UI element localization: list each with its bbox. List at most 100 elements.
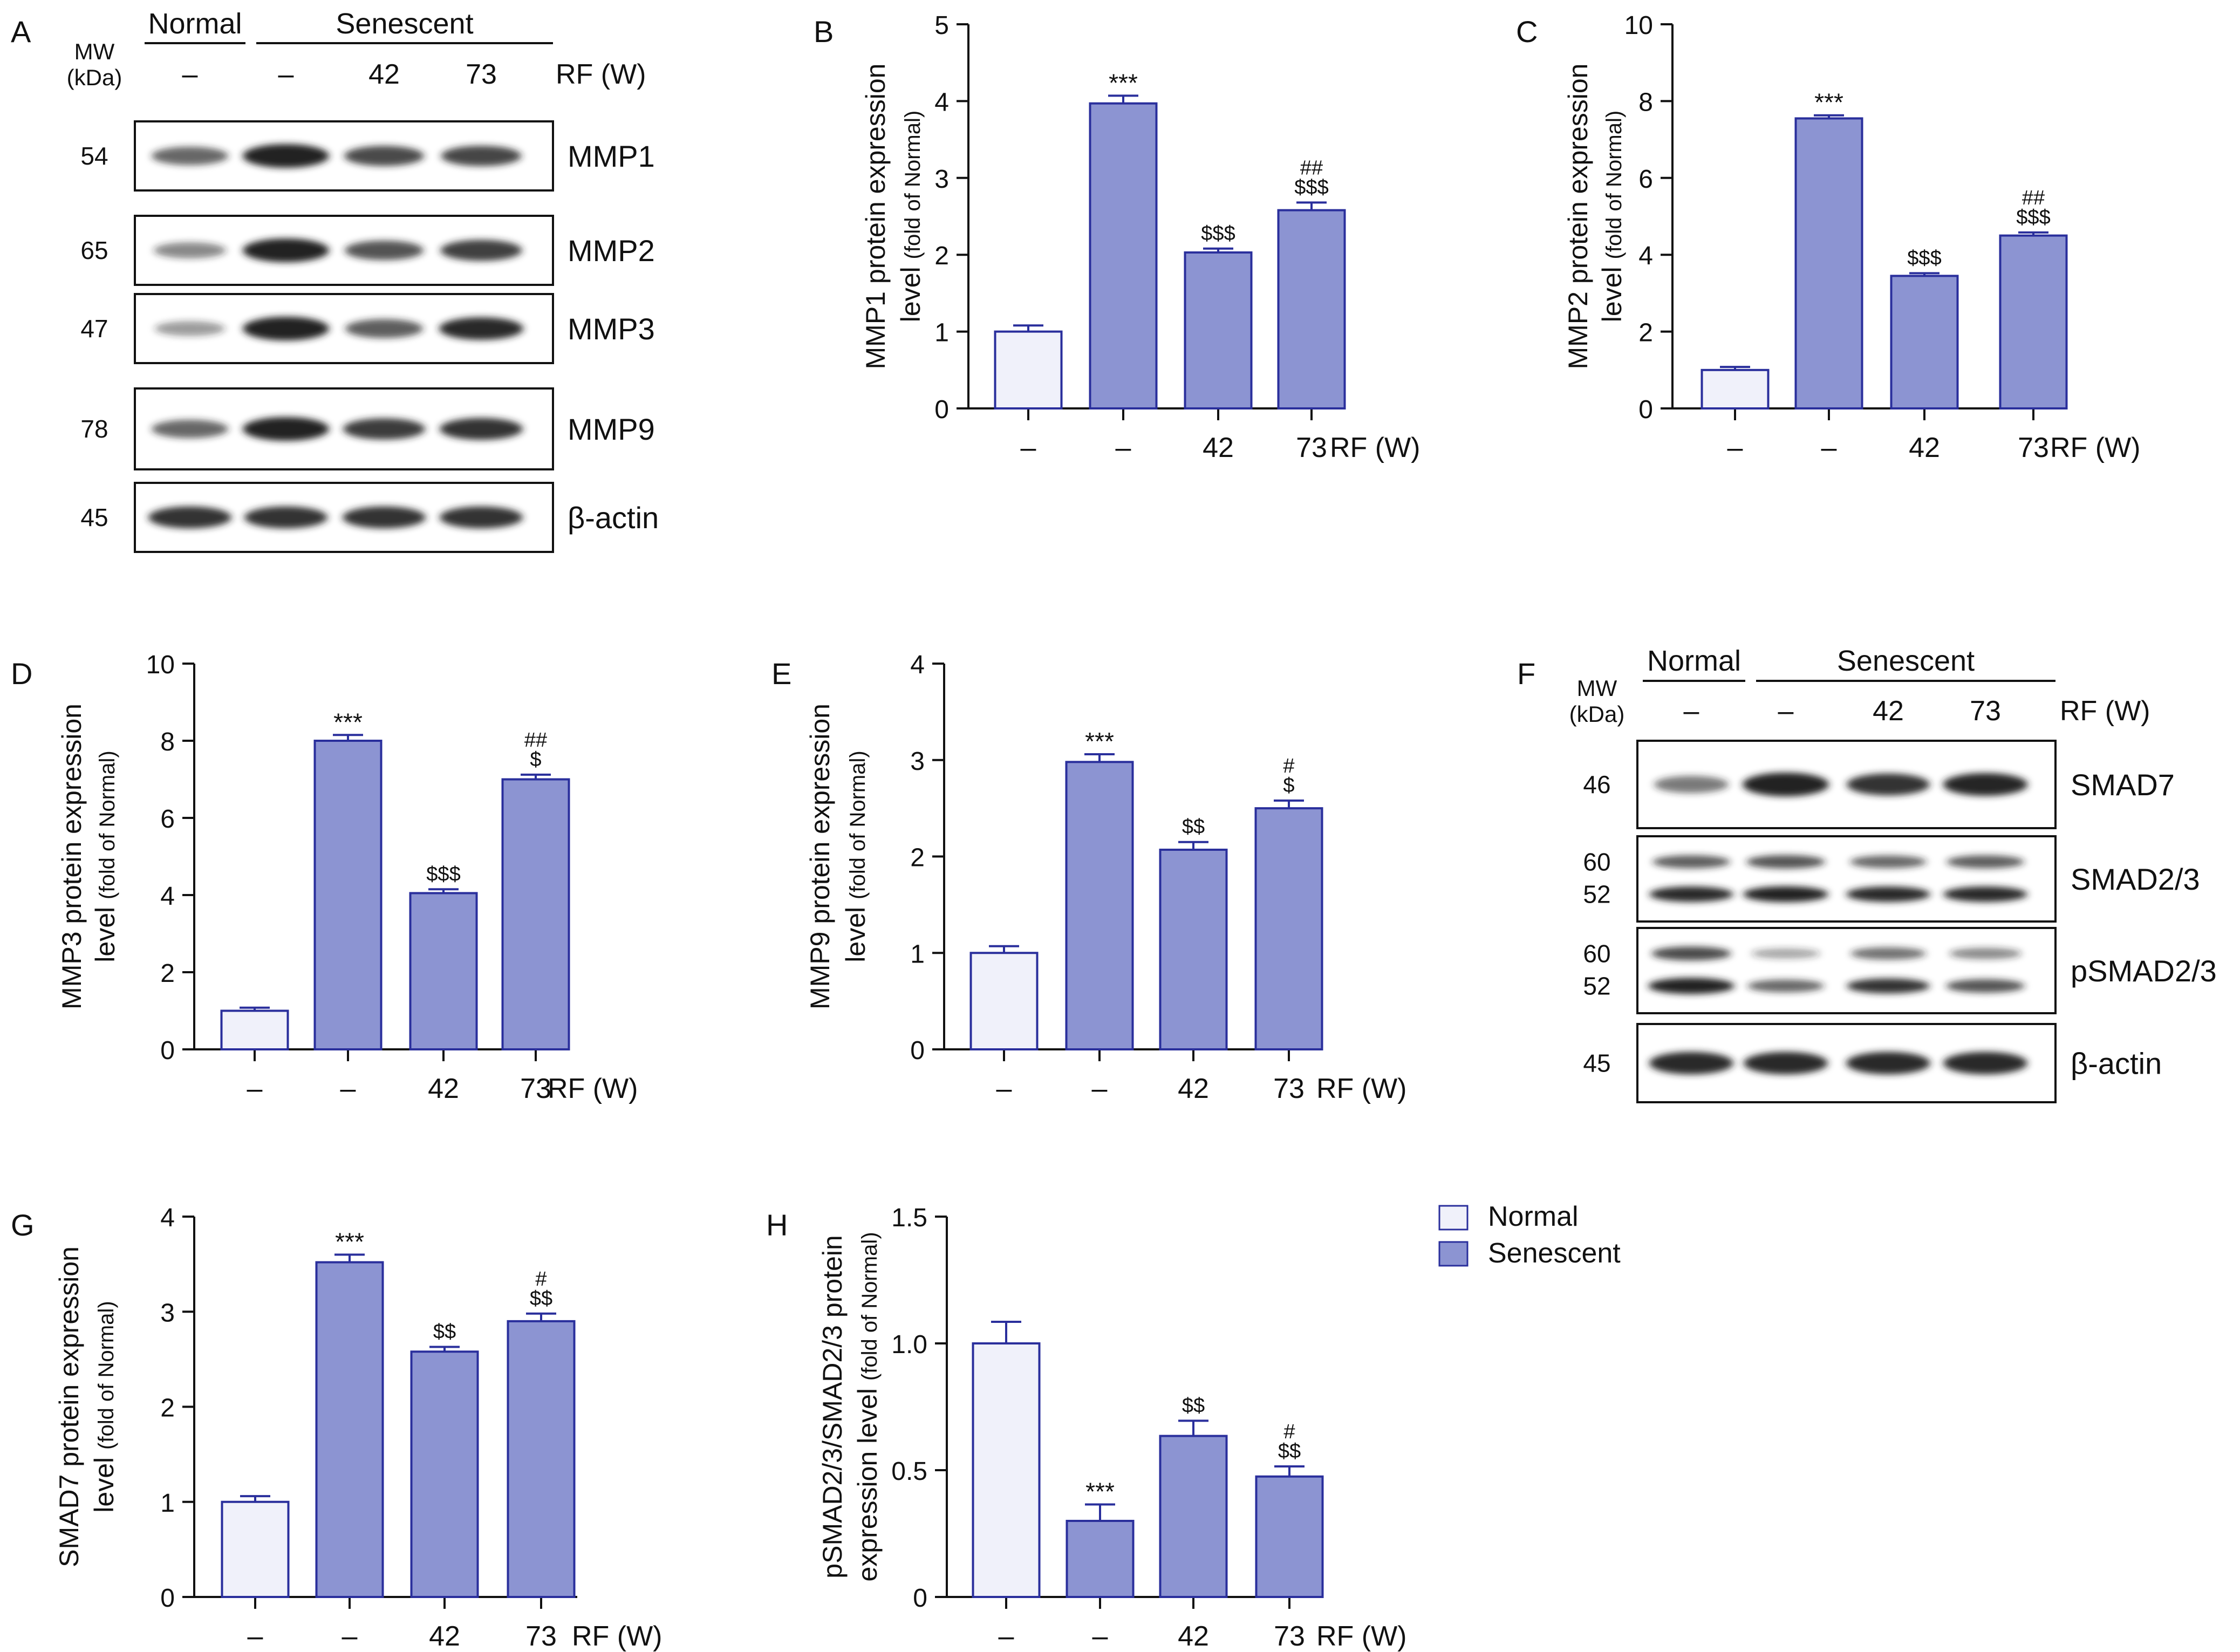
- blot-f-band: [1946, 979, 2025, 993]
- chart-c-y-tick-label: 0: [1638, 395, 1653, 424]
- chart-g-y-tick-label: 0: [160, 1584, 175, 1613]
- chart-c-y-tick-label: 6: [1638, 165, 1653, 194]
- blot-a-band: [155, 321, 225, 336]
- blot-f-band: [1743, 773, 1829, 796]
- chart-h-y-label-line2: expression level (fold of Normal): [852, 1232, 883, 1581]
- blot-a-rf-label: RF (W): [556, 59, 646, 90]
- chart-b-y-tick-label: 3: [934, 165, 949, 194]
- chart-e-y-label-small: (fold of Normal): [846, 750, 870, 899]
- chart-g-significance-label: $$: [433, 1320, 456, 1343]
- chart-b-y-label: MMP1 protein expression: [861, 64, 891, 370]
- chart-d-rf-label: RF (W): [548, 1073, 638, 1104]
- chart-e-y-tick-label: 0: [910, 1036, 925, 1065]
- legend-label-senescent: Senescent: [1488, 1238, 1621, 1269]
- chart-c-y-tick-label: 2: [1638, 319, 1653, 347]
- blot-a-band: [343, 506, 426, 529]
- chart-h-bar: [1066, 1520, 1135, 1598]
- chart-g-x-tick-label: –: [342, 1621, 358, 1652]
- chart-d-bar: [409, 892, 478, 1051]
- chart-c-y-label-sub: level: [1597, 259, 1627, 322]
- chart-g-y-label-sub: level: [89, 1450, 119, 1513]
- chart-e-y-tick-label: 1: [910, 940, 925, 968]
- chart-c-y-tick-label: 10: [1624, 11, 1653, 40]
- chart-e-y-tick-label: 4: [910, 651, 925, 679]
- legend: Normal Senescent: [1438, 1201, 1621, 1269]
- panel-label-b: B: [814, 15, 834, 49]
- blot-f-band: [1648, 978, 1734, 994]
- chart-e-bar: [1254, 807, 1323, 1050]
- chart-e-y-label: MMP9 protein expression: [805, 704, 835, 1009]
- chart-g-bar: [315, 1261, 384, 1599]
- blot-f-header-normal: Normal: [1647, 645, 1741, 677]
- chart-panel-h: 00.51.01.5–***–$$42$$#73 RF (W)pSMAD2/3/S…: [817, 1204, 1406, 1652]
- chart-c-rf-label: RF (W): [2050, 432, 2140, 463]
- blot-a-band: [343, 418, 425, 440]
- chart-panel-e: 0 1 2 3 4 – *** – $$ 42 $#73 RF (W) MMP9 protein exp…: [805, 651, 1406, 1104]
- chart-h-y-label-small: (fold of Normal): [858, 1232, 882, 1381]
- blot-f-band: [1747, 979, 1824, 993]
- chart-e-y-label-sub: level: [841, 899, 871, 962]
- blot-f-band: [1943, 1052, 2027, 1075]
- chart-b-bar: [1277, 209, 1346, 409]
- chart-b-significance-label: $$$: [1201, 222, 1235, 245]
- chart-e-x-tick-label: 73: [1273, 1073, 1305, 1104]
- chart-h-rf-label: RF (W): [1316, 1621, 1406, 1652]
- blot-a-band: [244, 506, 327, 529]
- chart-h-x-tick-label: 73: [1274, 1621, 1305, 1652]
- chart-e-significance-label: ***: [1085, 727, 1114, 755]
- chart-d-y-tick-label: 6: [160, 805, 175, 834]
- chart-e-rf-label: RF (W): [1316, 1073, 1406, 1104]
- blot-a-mw-value: 65: [80, 236, 108, 264]
- blot-f-band: [1847, 978, 1930, 994]
- chart-d-significance-label: ##: [524, 729, 547, 752]
- chart-e-significance-label: #: [1283, 755, 1294, 777]
- chart-e-y-label-line2: level (fold of Normal): [841, 750, 871, 962]
- blot-f-band: [1943, 886, 2027, 902]
- blot-a-band: [440, 506, 523, 529]
- panel-label-d: D: [11, 657, 32, 691]
- blot-f-header-senescent: Senescent: [1837, 645, 1975, 677]
- chart-b-rf-label: RF (W): [1330, 432, 1420, 463]
- blot-a-header-normal: Normal: [148, 8, 242, 40]
- blot-a-band: [154, 242, 226, 258]
- chart-g-significance-label: #: [535, 1268, 547, 1291]
- chart-h-bar: [1255, 1475, 1324, 1598]
- blot-f-band: [1651, 946, 1731, 961]
- chart-b-y-tick-label: 2: [934, 242, 949, 270]
- blot-a-mw-value: 47: [80, 315, 108, 343]
- blot-f-band: [1846, 886, 1930, 902]
- blot-f-lane-label: 42: [1873, 695, 1904, 727]
- chart-g-rf-label: RF (W): [572, 1621, 662, 1652]
- chart-h-y-tick-label: 1.0: [891, 1330, 927, 1359]
- chart-c-significance-label: ##: [2022, 187, 2045, 209]
- blot-f-protein-label: pSMAD2/3: [2071, 954, 2217, 988]
- chart-h-y-label: pSMAD2/3/SMAD2/3 protein: [817, 1235, 848, 1578]
- blot-panel-a: Normal Senescent MW(kDa) – – 42 73 RF (W) 54 MMP1…: [67, 8, 659, 553]
- blot-f-band: [1947, 855, 2024, 869]
- blot-a-band: [441, 146, 522, 166]
- blot-f-band: [1850, 855, 1927, 869]
- chart-d-y-label-sub: level: [90, 899, 120, 962]
- blot-f-band: [1850, 947, 1926, 960]
- blot-f-mw-value: 60: [1583, 848, 1610, 876]
- blot-a-mw-label: MW: [74, 39, 115, 64]
- blot-f-lane-label: –: [1684, 695, 1699, 727]
- chart-e-significance-label: $: [1283, 774, 1294, 797]
- chart-c-y-label-small: (fold of Normal): [1602, 111, 1626, 260]
- chart-e-x-tick-label: –: [1092, 1073, 1108, 1104]
- panel-label-e: E: [771, 657, 791, 691]
- chart-h-y-tick-label: 1.5: [891, 1204, 927, 1232]
- blot-f-band: [1943, 773, 2028, 796]
- blot-a-protein-label: MMP1: [568, 139, 655, 173]
- chart-c-x-tick-label: –: [1727, 432, 1743, 463]
- chart-e-y-tick-label: 2: [910, 844, 925, 872]
- blot-f-protein-label: SMAD7: [2071, 768, 2175, 802]
- blot-f-mw-value: 45: [1583, 1049, 1610, 1077]
- chart-e-significance-label: $$: [1182, 816, 1205, 838]
- panel-label-a: A: [11, 15, 31, 49]
- blot-f-band: [1751, 948, 1820, 959]
- chart-e-x-tick-label: 42: [1178, 1073, 1209, 1104]
